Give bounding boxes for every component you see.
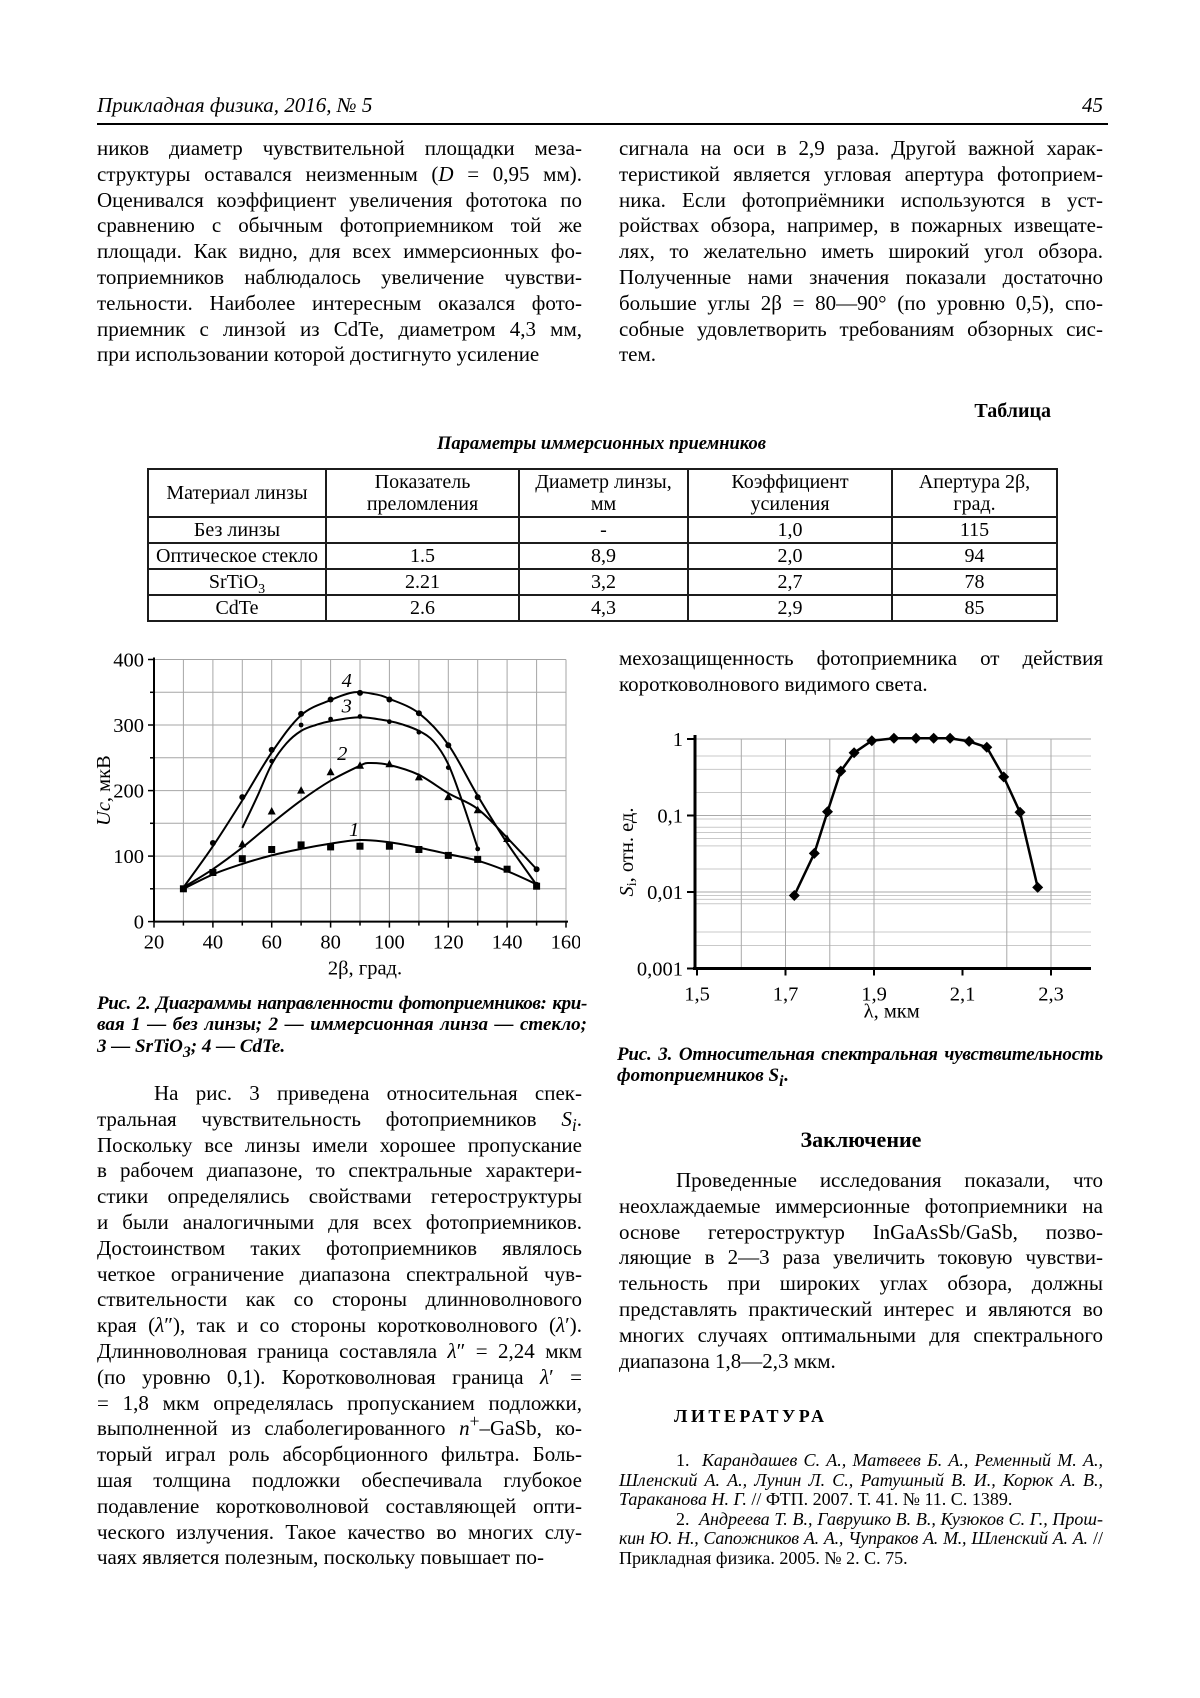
svg-text:0,1: 0,1 [657,806,683,828]
svg-text:1,7: 1,7 [773,984,799,1006]
svg-text:λ, мкм: λ, мкм [864,1001,920,1023]
svg-text:Si, отн. ед.: Si, отн. ед. [616,808,640,897]
svg-text:160: 160 [551,932,580,954]
svg-text:1: 1 [673,729,683,751]
svg-text:2,1: 2,1 [950,984,976,1006]
svg-text:2β, град.: 2β, град. [328,958,402,980]
svg-text:3: 3 [341,696,352,718]
svg-text:300: 300 [113,715,144,737]
svg-text:20: 20 [144,932,165,954]
svg-text:1,9: 1,9 [861,984,887,1006]
svg-text:2: 2 [337,743,347,765]
svg-text:0,001: 0,001 [637,959,683,981]
svg-text:0: 0 [134,912,144,934]
svg-text:0,01: 0,01 [647,882,683,904]
svg-text:1: 1 [349,819,359,841]
svg-text:60: 60 [261,932,282,954]
svg-text:120: 120 [433,932,464,954]
svg-text:1,5: 1,5 [684,984,710,1006]
svg-text:200: 200 [113,781,144,803]
svg-text:80: 80 [320,932,341,954]
svg-text:Uc, мкВ: Uc, мкВ [95,755,115,826]
svg-text:4: 4 [342,670,352,692]
svg-text:140: 140 [492,932,523,954]
svg-text:100: 100 [374,932,405,954]
svg-text:40: 40 [203,932,224,954]
svg-text:2,3: 2,3 [1038,984,1064,1006]
svg-text:100: 100 [113,846,144,868]
svg-text:400: 400 [113,650,144,672]
